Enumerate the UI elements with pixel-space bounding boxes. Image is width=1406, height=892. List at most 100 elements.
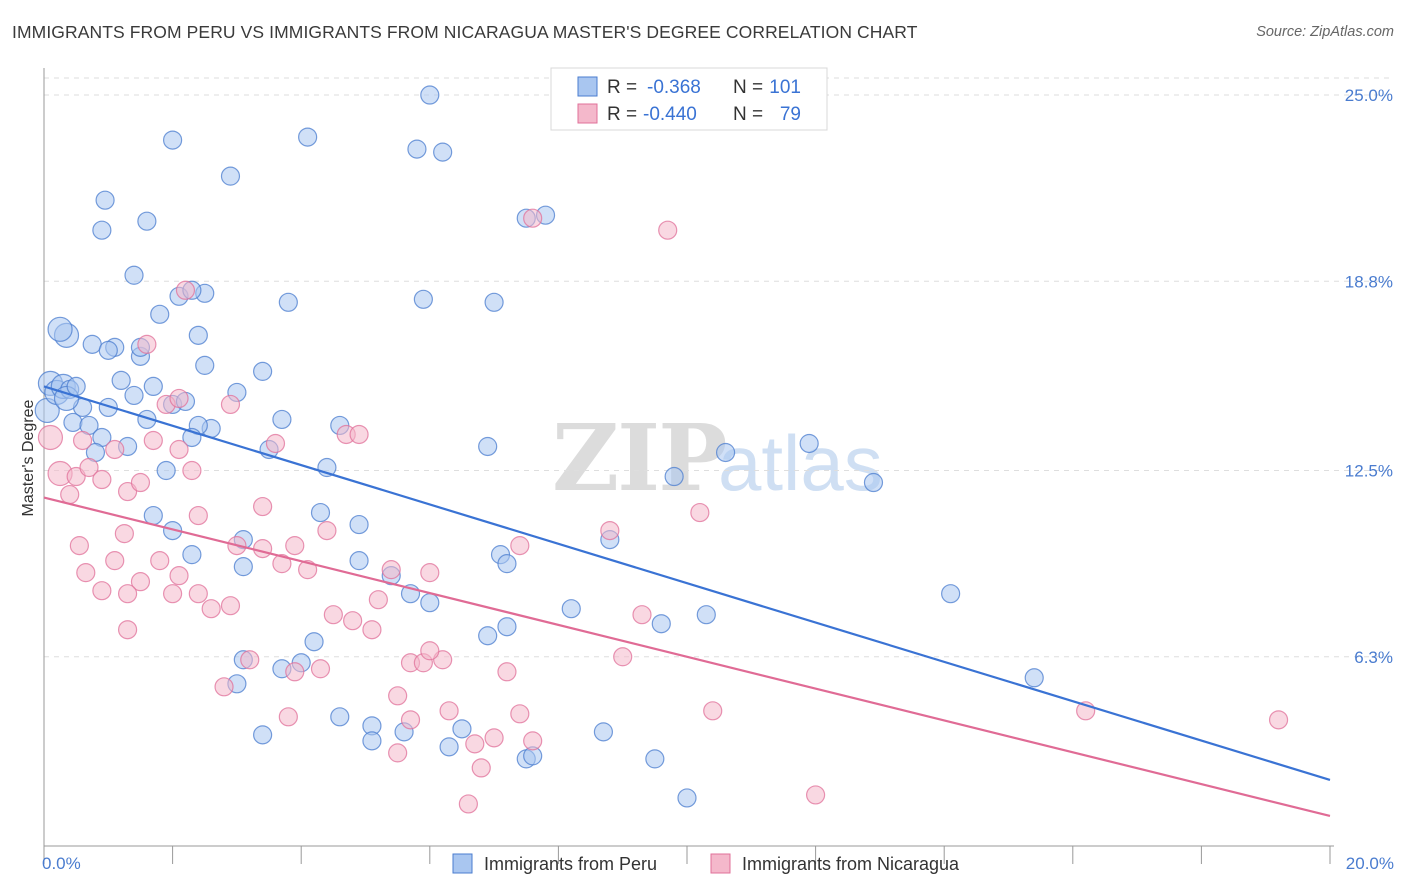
peru-point [452,719,472,739]
legend-swatch-peru [577,76,598,97]
nicaragua-point [76,563,96,583]
nicaragua-point [388,686,408,706]
peru-point [47,316,73,342]
bottom-legend-swatch-peru [452,853,473,874]
nicaragua-point [130,572,151,592]
peru-point [195,355,215,375]
nicaragua-point [240,650,260,670]
nicaragua-point [253,496,273,517]
peru-point [330,707,350,727]
peru-point [407,139,427,159]
peru-point [677,788,697,808]
nicaragua-trend-line [43,496,1331,818]
nicaragua-point [362,620,382,640]
peru-point [150,304,170,324]
nicaragua-point [253,539,273,559]
nicaragua-point [439,701,459,721]
peru-point [278,292,298,312]
peru-point [63,412,83,433]
peru-point [433,142,453,162]
peru-point [124,385,144,406]
nicaragua-point [298,560,318,580]
peru-point [95,190,115,210]
legend-n-value-peru: 101 [769,77,801,98]
nicaragua-point [510,536,530,556]
nicaragua-point [60,484,80,505]
peru-point [664,466,684,487]
nicaragua-point [368,590,388,610]
bottom-legend-label-nicaragua: Immigrants from Nicaragua [742,854,960,874]
peru-point [439,737,459,757]
peru-trend-line [43,385,1331,781]
bottom-legend-label-peru: Immigrants from Peru [484,854,657,874]
nicaragua-point [117,584,138,604]
nicaragua-point [169,388,189,409]
nicaragua-point [169,566,189,586]
nicaragua-point [220,394,241,415]
peru-point [82,334,102,354]
nicaragua-point [79,457,99,478]
peru-point [253,361,273,381]
peru-point [561,599,581,619]
peru-point [98,397,118,418]
legend-r-label-nicaragua: R = [607,104,637,125]
legend-n-value-nicaragua: 79 [780,104,801,125]
nicaragua-point [343,611,363,631]
bottom-legend-swatch-nicaragua [710,853,731,874]
nicaragua-point [105,439,125,460]
peru-point [143,505,163,526]
correlation-legend: R = -0.368 N = 101 R = -0.440 N = 79 [550,67,828,131]
nicaragua-point [805,785,826,805]
nicaragua-point [285,662,305,682]
nicaragua-point [349,424,369,445]
nicaragua-point [1268,710,1289,730]
peru-point [799,433,819,454]
peru-point [111,370,131,391]
axes [43,68,1334,847]
nicaragua-point [105,551,125,571]
peru-point [253,725,273,745]
watermark-atlas: atlas [718,419,883,507]
nicaragua-point [150,551,170,571]
y-tick-label: 18.8% [1345,272,1393,291]
nicaragua-point [214,677,234,697]
peru-point [478,436,498,457]
watermark-zip: ZIP [552,404,725,512]
peru-point [233,557,253,577]
peru-point [941,584,961,604]
nicaragua-point [497,662,517,682]
nicaragua-point [175,280,196,300]
nicaragua-point [632,605,652,625]
nicaragua-point [310,659,331,679]
x-tick-label-min: 0.0% [42,854,81,873]
peru-point [143,376,163,397]
nicaragua-point [143,430,163,451]
legend-n-label-peru: N = [733,77,763,98]
peru-point [696,605,716,625]
nicaragua-point [278,707,298,727]
nicaragua-point [420,641,440,661]
peru-point [137,409,157,430]
peru-point [645,749,665,769]
y-tick-labels: 6.3% 12.5% 18.8% 25.0% [1345,86,1393,667]
nicaragua-point [117,620,138,640]
nicaragua-point [201,599,221,619]
nicaragua-point [523,731,543,751]
legend-r-value-peru: -0.368 [647,77,701,98]
peru-point [304,632,324,652]
y-tick-label: 6.3% [1354,648,1393,667]
nicaragua-point [265,433,286,454]
source-label: Source: ZipAtlas.com [1256,24,1394,40]
nicaragua-point [188,505,208,526]
peru-point [362,731,382,751]
peru-point [1024,668,1044,688]
legend-swatch-nicaragua [577,103,598,124]
nicaragua-points [37,208,1289,814]
peru-point [272,409,292,430]
nicaragua-point [130,472,151,493]
peru-point [593,722,614,742]
series-legend: Immigrants from Peru Immigrants from Nic… [452,853,960,874]
nicaragua-point [658,220,678,240]
peru-point [651,614,671,634]
